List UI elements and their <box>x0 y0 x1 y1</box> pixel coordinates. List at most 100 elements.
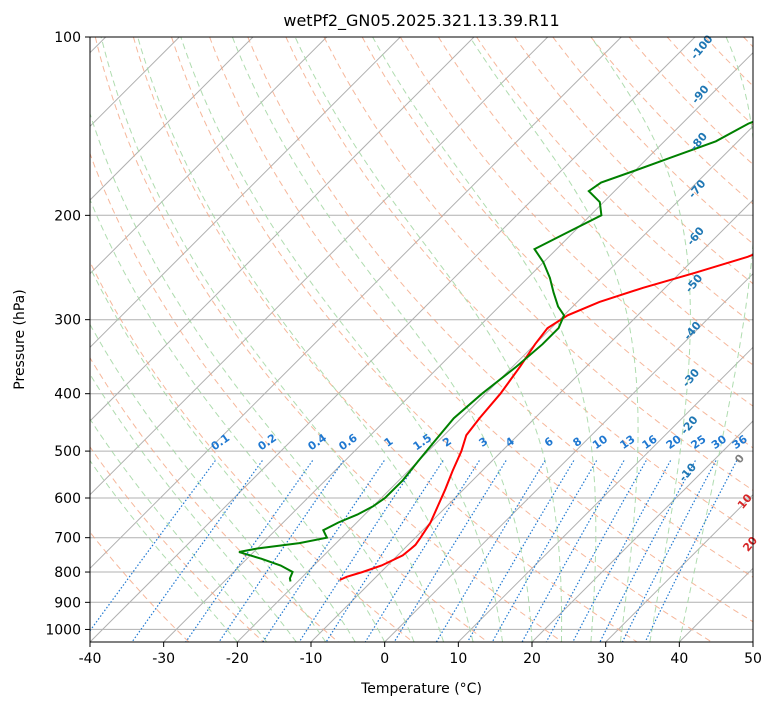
isotherm-line <box>531 420 753 642</box>
dry-adiabat <box>90 531 190 642</box>
mixing-ratio-line <box>364 460 480 642</box>
mixing-ratio-line <box>185 460 314 642</box>
isotherm-line <box>90 37 475 422</box>
isotherm-line <box>605 493 753 642</box>
isotherm-line <box>457 346 753 642</box>
dry-adiabat <box>552 37 753 245</box>
mixing-ratio-line <box>621 460 717 642</box>
mixing-ratio-line <box>491 460 598 642</box>
mixing-ratio-label: 1.5 <box>411 431 434 453</box>
moist-adiabat <box>231 37 533 642</box>
plot-frame <box>89 36 754 643</box>
moist-adiabat <box>90 459 238 642</box>
mixing-ratio-line <box>298 460 419 642</box>
dry-adiabat <box>399 37 753 407</box>
mixing-ratio-line <box>599 460 696 642</box>
x-axis-title: Temperature (°C) <box>360 681 482 697</box>
y-tick-label: 600 <box>54 491 81 507</box>
dry-adiabat-label: -20 <box>678 413 701 437</box>
dry-adiabat <box>361 37 753 449</box>
moist-adiabat <box>90 373 297 642</box>
x-tick-label: 40 <box>670 651 688 667</box>
y-axis-title: Pressure (hPa) <box>12 289 28 389</box>
dry-adiabat <box>437 37 753 366</box>
isotherm-line <box>90 37 401 349</box>
x-tick-label: 20 <box>523 651 541 667</box>
x-tick-label: -30 <box>152 651 175 667</box>
isotherm-line <box>90 37 696 642</box>
moist-adiabat <box>469 37 639 642</box>
mixing-ratio-line <box>393 460 507 642</box>
dry-adiabat <box>94 37 563 642</box>
isotherm-line <box>90 37 549 496</box>
temperature-profile <box>339 253 753 581</box>
mixing-ratio-line <box>545 460 647 642</box>
x-tick-label: 30 <box>597 651 615 667</box>
y-tick-label: 700 <box>54 531 81 547</box>
dry-adiabat-label: 10 <box>735 491 755 511</box>
mixing-ratio-line <box>466 460 575 642</box>
moist-adiabat <box>90 198 386 642</box>
mixing-ratio-label: 36 <box>730 432 750 452</box>
x-tick-label: 0 <box>380 651 389 667</box>
mixing-ratio-label: 30 <box>709 432 729 452</box>
dry-adiabat <box>90 446 264 642</box>
y-tick-label: 500 <box>54 444 81 460</box>
dry-adiabat <box>590 37 753 205</box>
dry-adiabat-label: -60 <box>684 224 707 248</box>
moist-adiabat <box>180 37 503 642</box>
mixing-ratio-label: 1 <box>382 435 396 450</box>
isotherm-line <box>678 567 753 642</box>
isotherm-line <box>163 51 753 642</box>
moist-adiabat <box>590 37 691 642</box>
y-tick-label: 100 <box>54 30 81 46</box>
dry-adiabat <box>209 37 753 623</box>
mixing-ratio-label: 6 <box>542 435 556 450</box>
isotherm-line <box>384 272 753 642</box>
dry-adiabat-label: -10 <box>676 460 699 484</box>
mixing-ratio-label: 16 <box>640 432 660 452</box>
dry-adiabat-label: -70 <box>686 177 709 201</box>
dry-adiabat-label: -40 <box>681 319 704 343</box>
mixing-ratio-label: 0.4 <box>306 431 330 453</box>
dry-adiabat <box>323 37 753 491</box>
dry-adiabat-label: -30 <box>680 366 703 390</box>
y-tick-label: 900 <box>54 595 81 611</box>
dewpoint-profile <box>238 120 753 582</box>
dry-adiabat <box>90 152 488 642</box>
mixing-ratio-line <box>644 460 738 642</box>
y-tick-label: 400 <box>54 387 81 403</box>
isotherm-line <box>236 125 753 642</box>
x-tick-label: 50 <box>744 651 762 667</box>
mixing-ratio-line <box>325 460 444 642</box>
mixing-ratio-label: 20 <box>664 432 684 452</box>
moist-adiabat <box>90 418 268 642</box>
mixing-ratio-line <box>435 460 546 642</box>
y-tick-label: 200 <box>54 208 81 224</box>
y-tick-label: 800 <box>54 565 81 581</box>
mixing-ratio-line <box>572 460 672 642</box>
mixing-ratio-label: 8 <box>571 435 585 450</box>
moist-adiabat <box>90 323 327 642</box>
mixing-ratio-line <box>131 460 263 642</box>
mixing-ratio-line <box>262 460 385 642</box>
isotherm-line <box>90 37 328 275</box>
dry-adiabat <box>285 37 753 535</box>
chart-title: wetPf2_GN05.2025.321.13.39.R11 <box>283 11 559 31</box>
mixing-ratio-line <box>90 460 216 632</box>
x-tick-label: -10 <box>300 651 323 667</box>
moist-adiabat <box>372 37 597 642</box>
x-tick-label: 10 <box>449 651 467 667</box>
dry-adiabat-label: -90 <box>689 82 712 106</box>
y-tick-label: 1000 <box>45 622 81 638</box>
dry-adiabat-label: 20 <box>740 534 760 554</box>
moist-adiabat <box>678 37 753 642</box>
dry-adiabat <box>666 37 753 126</box>
moist-adiabat <box>294 37 563 642</box>
mixing-ratio-line <box>521 460 625 642</box>
dry-adiabat <box>247 37 753 578</box>
moist-adiabat <box>90 266 356 642</box>
dry-adiabat <box>132 37 638 642</box>
isotherm-line <box>90 37 622 570</box>
y-tick-label: 300 <box>54 313 81 329</box>
